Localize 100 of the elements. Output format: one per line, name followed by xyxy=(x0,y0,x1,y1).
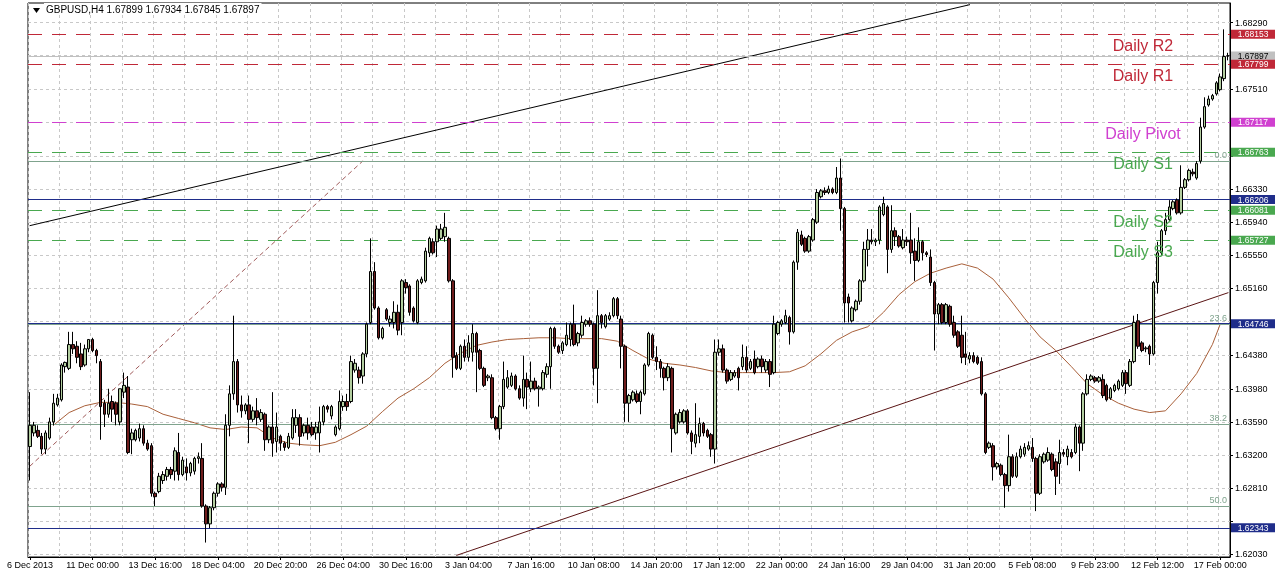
candlestick xyxy=(549,326,552,390)
candlestick xyxy=(165,466,169,482)
ref-line-label: 1.64746 xyxy=(1237,318,1269,329)
candlestick xyxy=(193,456,196,476)
candlestick xyxy=(760,355,764,374)
y-tick-label: 1.68290 xyxy=(1235,17,1268,28)
ref-line-label: 1.62343 xyxy=(1237,522,1269,533)
candlestick xyxy=(263,412,267,452)
x-tick-label: 20 Dec 20:00 xyxy=(253,559,308,570)
x-tick-label: 26 Dec 04:00 xyxy=(316,559,370,570)
candlestick xyxy=(940,302,944,325)
y-tick-label: 1.63200 xyxy=(1235,450,1268,461)
x-tick-label: 11 Dec 00:00 xyxy=(66,559,120,570)
x-tick-label: 3 Jan 04:00 xyxy=(444,559,492,570)
candlestick xyxy=(572,304,576,347)
x-tick-label: 31 Jan 20:00 xyxy=(943,559,996,570)
y-tick-label: 1.65940 xyxy=(1235,217,1268,228)
candlestick xyxy=(99,358,102,441)
x-tick-label: 30 Dec 16:00 xyxy=(379,559,433,570)
ref-line-label: 1.67117 xyxy=(1237,117,1269,128)
candlestick xyxy=(944,302,948,325)
ref-line-label: 1.66081 xyxy=(1237,205,1269,216)
annotation: 38.2 xyxy=(1209,413,1227,424)
candlestick xyxy=(138,423,141,442)
candlestick xyxy=(827,185,830,195)
x-tick-label: 6 Dec 2013 xyxy=(6,559,53,570)
candlestick xyxy=(330,404,333,420)
candlestick xyxy=(972,351,975,364)
candlestick xyxy=(298,413,302,447)
candlestick xyxy=(901,228,905,250)
candlestick xyxy=(1195,160,1198,181)
annotation: 50.0 xyxy=(1209,495,1227,506)
ref-line-label: 1.65727 xyxy=(1237,235,1269,246)
x-tick-label: 13 Dec 16:00 xyxy=(128,559,183,570)
x-tick-label: 29 Jan 04:00 xyxy=(880,559,934,570)
candlestick xyxy=(369,237,372,325)
x-tick-label: 7 Jan 16:00 xyxy=(507,559,555,570)
y-tick-label: 1.63980 xyxy=(1235,383,1268,394)
candlestick xyxy=(60,362,63,403)
candlestick xyxy=(991,442,995,482)
x-tick-label: 12 Feb 12:00 xyxy=(1131,559,1185,570)
candlestick xyxy=(713,338,717,465)
candlestick xyxy=(1023,442,1026,458)
y-tick-label: 1.66330 xyxy=(1235,184,1268,195)
candlestick xyxy=(670,366,674,453)
candlestick xyxy=(1207,95,1210,108)
candlestick xyxy=(247,395,251,444)
candlestick xyxy=(157,472,161,494)
x-tick-label: 5 Feb 08:00 xyxy=(1008,559,1057,570)
ref-line-label: 1.68153 xyxy=(1237,29,1269,40)
candlestick xyxy=(126,375,130,455)
y-tick-label: 1.65160 xyxy=(1235,283,1268,294)
y-tick-label: 1.63590 xyxy=(1235,416,1268,427)
candlestick xyxy=(612,296,615,318)
candlestick xyxy=(753,350,756,375)
annotation: Daily Pivot xyxy=(1105,124,1182,142)
y-tick-label: 1.65550 xyxy=(1235,250,1268,261)
annotation: Daily R1 xyxy=(1112,66,1174,84)
candlestick xyxy=(177,432,180,482)
candlestick xyxy=(1109,386,1112,401)
x-tick-label: 18 Dec 04:00 xyxy=(191,559,245,570)
candlestick xyxy=(1066,445,1069,466)
ref-line-label: 1.66206 xyxy=(1237,194,1269,205)
ref-line-label: 1.66763 xyxy=(1237,147,1269,158)
candlestick xyxy=(318,406,321,453)
x-tick-label: 17 Feb 00:00 xyxy=(1193,559,1247,570)
candlestick xyxy=(310,421,314,437)
candlestick xyxy=(604,313,607,329)
candlestick xyxy=(400,278,404,336)
candlestick xyxy=(1179,164,1183,216)
candlestick xyxy=(510,372,513,388)
x-tick-label: 9 Feb 23:00 xyxy=(1070,559,1119,570)
candlestick xyxy=(729,369,733,382)
annotation: 0.0 xyxy=(1214,150,1227,161)
candlestick xyxy=(960,315,964,364)
candlestick xyxy=(189,461,192,477)
annotation: 23.6 xyxy=(1209,313,1227,324)
candlestick xyxy=(443,212,447,243)
chart-title: GBPUSD,H4 1.67899 1.67934 1.67845 1.67897 xyxy=(46,3,260,15)
candlestick xyxy=(271,391,274,458)
candlestick xyxy=(185,457,188,482)
y-tick-label: 1.62030 xyxy=(1235,549,1268,560)
y-tick-label: 1.64380 xyxy=(1235,349,1268,360)
x-tick-label: 24 Jan 16:00 xyxy=(818,559,871,570)
annotation: Daily R2 xyxy=(1112,36,1174,54)
candlestick xyxy=(1101,373,1105,399)
candlestick xyxy=(745,345,748,374)
x-tick-label: 17 Jan 12:00 xyxy=(693,559,746,570)
x-tick-label: 14 Jan 20:00 xyxy=(630,559,683,570)
candlestick xyxy=(741,344,744,371)
candlestick xyxy=(79,342,83,371)
y-tick-label: 1.67510 xyxy=(1235,83,1268,94)
y-tick-label: 1.62810 xyxy=(1235,483,1268,494)
x-tick-label: 22 Jan 00:00 xyxy=(755,559,808,570)
candlestick xyxy=(435,225,439,258)
candlestick xyxy=(1093,375,1097,384)
candlestick xyxy=(823,186,827,196)
ref-line-label: 1.67799 xyxy=(1237,59,1269,70)
x-tick-label: 10 Jan 08:00 xyxy=(567,559,620,570)
candlestick xyxy=(522,355,525,408)
